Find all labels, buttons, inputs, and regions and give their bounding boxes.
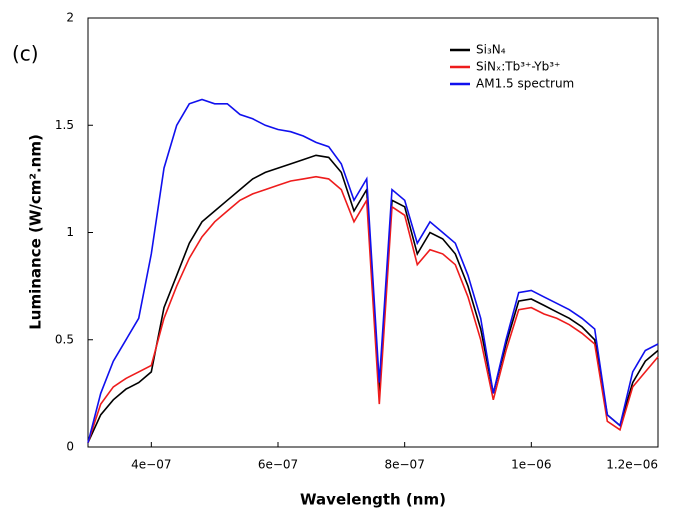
y-tick-label: 0.5 <box>55 332 74 346</box>
series-line <box>87 175 659 443</box>
legend-label: SiNₓ:Tb³⁺-Yb³⁺ <box>476 60 560 74</box>
x-tick-label: 1e−06 <box>511 458 551 472</box>
y-tick-label: 1.5 <box>55 118 74 132</box>
y-axis-label: Luminance (W/cm².nm) <box>27 134 45 330</box>
y-tick-label: 2 <box>66 11 74 25</box>
x-tick-label: 1.2e−06 <box>606 458 658 472</box>
legend-label: AM1.5 spectrum <box>476 77 574 91</box>
x-tick-label: 6e−07 <box>258 458 298 472</box>
series-line <box>87 98 659 443</box>
legend-label: Si₃N₄ <box>476 43 506 57</box>
x-tick-label: 8e−07 <box>384 458 424 472</box>
y-tick-label: 1 <box>66 225 74 239</box>
panel-label: (c) <box>12 42 39 66</box>
x-tick-label: 4e−07 <box>131 458 171 472</box>
y-tick-label: 0 <box>66 440 74 454</box>
x-axis-label: Wavelength (nm) <box>300 491 446 509</box>
